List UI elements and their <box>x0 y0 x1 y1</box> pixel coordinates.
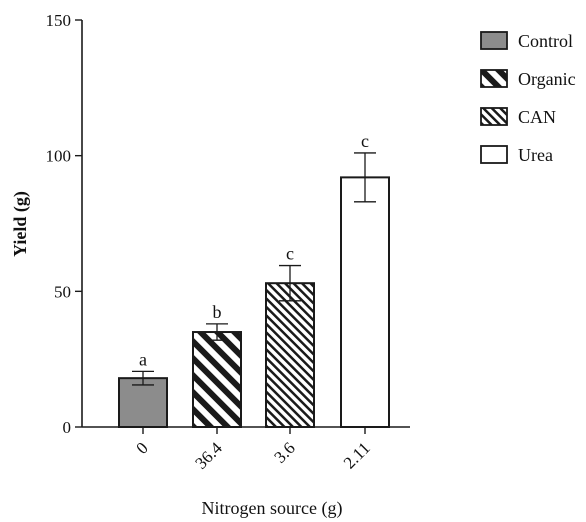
legend-label-can: CAN <box>518 107 556 127</box>
significance-letter: c <box>286 244 294 264</box>
x-tick-label: 3.6 <box>270 438 298 466</box>
legend-label-control: Control <box>518 31 573 51</box>
significance-letter: b <box>213 302 222 322</box>
legend-label-organic: Organic <box>518 69 576 89</box>
y-tick-label: 0 <box>63 418 72 437</box>
y-tick-label: 100 <box>46 147 72 166</box>
x-tick-label: 36.4 <box>191 438 226 473</box>
bar-urea <box>340 176 390 428</box>
bars-group <box>118 176 390 429</box>
x-axis-label: Nitrogen source (g) <box>202 498 343 519</box>
legend-swatch-urea <box>480 145 508 164</box>
x-tick-label: 0 <box>132 438 151 457</box>
legend-label-urea: Urea <box>518 145 553 165</box>
bar-control <box>118 377 168 429</box>
legend-swatch-can <box>480 107 508 126</box>
y-axis-label: Yield (g) <box>10 191 31 257</box>
significance-letters-group: a b c c <box>139 131 369 369</box>
bar-can <box>265 282 315 428</box>
legend: Control Organic CAN Urea <box>480 31 576 165</box>
bar-organic <box>192 331 242 428</box>
y-tick-label: 50 <box>54 282 71 301</box>
y-tick-label: 150 <box>46 11 72 30</box>
significance-letter: c <box>361 131 369 151</box>
x-tick-label: 2.11 <box>340 438 374 472</box>
error-bars-group <box>132 152 376 386</box>
significance-letter: a <box>139 349 147 369</box>
legend-swatch-organic <box>480 69 508 88</box>
legend-swatch-control <box>480 31 508 50</box>
